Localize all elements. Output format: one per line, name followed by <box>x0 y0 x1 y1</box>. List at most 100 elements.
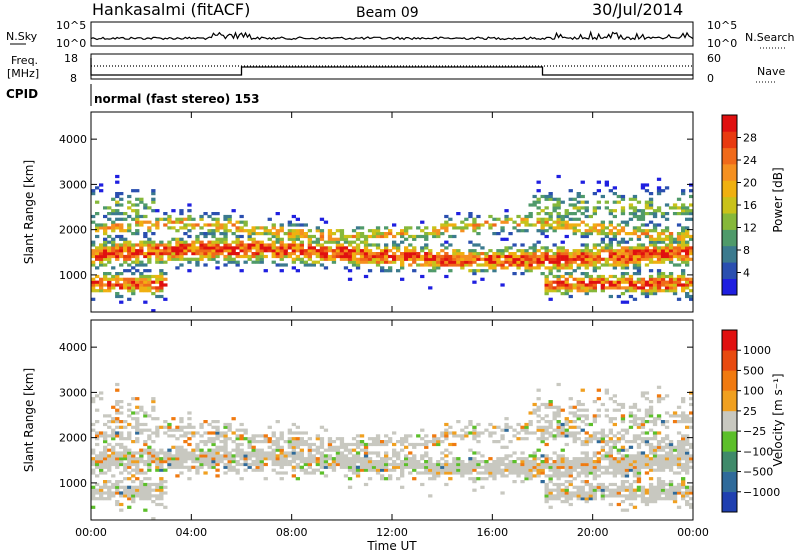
power-cell <box>171 254 176 259</box>
power-cell <box>668 260 674 264</box>
power-cell <box>648 197 654 201</box>
power-cell <box>588 232 593 236</box>
power-cell <box>95 274 100 279</box>
power-cell <box>315 252 320 256</box>
power-cell <box>652 214 658 219</box>
velocity-cell <box>291 465 296 469</box>
power-cell <box>681 234 686 239</box>
velocity-cell <box>584 414 589 418</box>
velocity-cell <box>396 454 401 458</box>
velocity-cell <box>564 488 569 492</box>
velocity-cell <box>668 440 674 444</box>
velocity-cell <box>231 468 236 472</box>
power-cell <box>612 274 617 279</box>
velocity-cell <box>103 422 108 427</box>
power-cell <box>644 203 650 207</box>
velocity-cell <box>644 408 650 412</box>
power-cell <box>127 254 132 259</box>
velocity-cell <box>685 485 690 489</box>
velocity-cell <box>271 431 276 435</box>
power-cell <box>135 280 140 284</box>
power-cell <box>512 254 517 259</box>
power-cell <box>584 292 589 296</box>
power-cell <box>111 212 116 216</box>
velocity-cell <box>223 434 228 438</box>
velocity-cell <box>612 465 617 469</box>
velocity-cell <box>131 460 136 464</box>
velocity-cell <box>672 445 678 449</box>
velocity-cell <box>191 434 196 438</box>
power-cell <box>139 280 144 284</box>
power-cell <box>235 243 240 247</box>
power-cell <box>628 206 634 210</box>
power-cell <box>107 257 112 261</box>
velocity-cell <box>283 460 288 464</box>
velocity-cell <box>432 434 437 438</box>
velocity-cell <box>251 460 256 464</box>
power-cell <box>183 232 188 236</box>
power-cell <box>384 260 389 264</box>
velocity-cell <box>235 454 240 458</box>
power-cell <box>676 212 682 216</box>
power-cell <box>355 260 361 264</box>
power-cell <box>247 246 252 250</box>
power-cell <box>143 289 148 293</box>
velocity-cell <box>492 462 497 467</box>
power-cell <box>448 260 453 264</box>
power-cell <box>155 254 160 259</box>
power-cell <box>608 252 613 256</box>
power-cell <box>131 266 136 270</box>
power-cell <box>127 269 132 273</box>
velocity-cell <box>608 462 613 467</box>
velocity-cell <box>259 462 264 467</box>
velocity-cell <box>392 468 397 472</box>
velocity-cell <box>263 437 268 441</box>
power-cell <box>199 249 204 253</box>
power-cell <box>327 257 333 261</box>
velocity-cell <box>588 465 593 469</box>
velocity-cell <box>155 465 160 469</box>
power-cell <box>404 252 409 256</box>
velocity-cell <box>103 414 108 418</box>
power-cell <box>115 280 120 284</box>
velocity-cell <box>608 451 613 455</box>
velocity-cell <box>363 454 369 458</box>
velocity-cell <box>363 465 369 469</box>
power-cell <box>636 234 642 239</box>
power-cell <box>640 254 646 259</box>
power-cell <box>592 286 597 290</box>
velocity-cell <box>359 434 365 438</box>
power-cell <box>347 257 353 261</box>
velocity-cell <box>440 431 445 435</box>
power-cell <box>464 217 469 221</box>
velocity-cell <box>211 457 216 461</box>
power-cell <box>147 252 152 256</box>
velocity-cell <box>239 434 244 438</box>
power-cell <box>664 246 670 250</box>
velocity-cell <box>640 451 646 455</box>
velocity-cell <box>620 428 626 432</box>
power-cell <box>179 237 184 241</box>
power-cell <box>560 214 565 219</box>
velocity-cell <box>676 482 682 487</box>
power-cell <box>648 192 654 196</box>
velocity-cell <box>504 465 509 469</box>
power-cell <box>640 252 646 256</box>
velocity-cell <box>616 494 621 498</box>
velocity-cell <box>375 451 381 455</box>
power-cell <box>552 263 557 267</box>
power-cell <box>416 257 421 261</box>
power-cell <box>588 286 593 290</box>
power-cell <box>524 254 529 259</box>
velocity-cell <box>207 460 212 464</box>
power-cell <box>644 232 650 236</box>
power-cell <box>235 229 240 233</box>
velocity-cell <box>576 400 581 404</box>
power-cell <box>271 226 276 230</box>
power-cell <box>556 280 561 284</box>
velocity-cell <box>351 454 357 458</box>
power-cell <box>656 189 662 193</box>
velocity-cell <box>167 434 172 438</box>
velocity-cell <box>536 462 541 467</box>
power-cell <box>600 289 605 293</box>
